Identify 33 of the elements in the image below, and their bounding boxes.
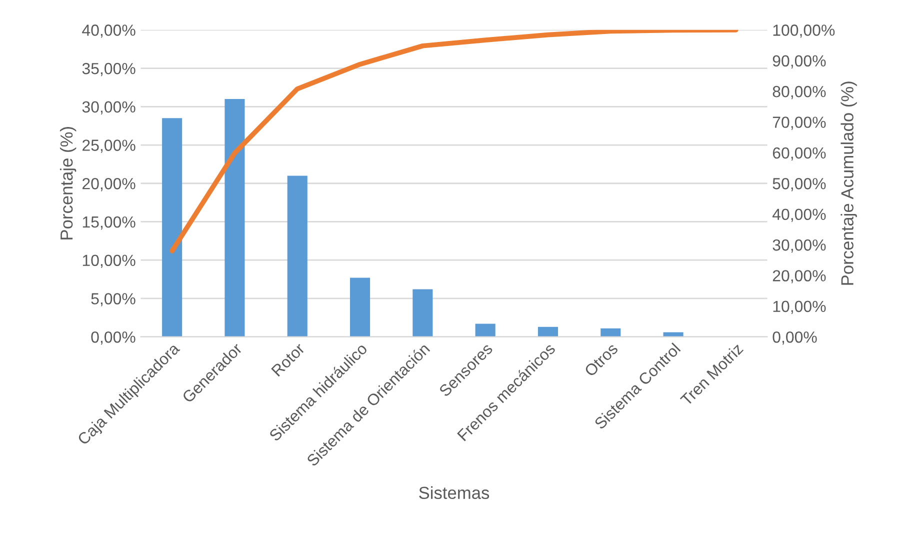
y2-tick-label: 30,00% [772, 239, 826, 253]
y-tick-label: 20,00% [82, 178, 136, 192]
bar [600, 328, 621, 337]
bar [287, 176, 308, 337]
bar [162, 118, 182, 337]
y-tick-label: 35,00% [82, 62, 136, 76]
x-axis-title: Sistemas [419, 486, 490, 500]
y2-tick-label: 100,00% [773, 24, 835, 38]
y2-tick-label: 40,00% [772, 208, 826, 222]
y-axis-title: Porcentaje (%) [60, 127, 76, 240]
bar [475, 324, 496, 337]
line-series [170, 30, 738, 254]
y-tick-label: 30,00% [82, 101, 136, 114]
y2-tick-label: 0,00% [772, 331, 817, 345]
bar [663, 332, 684, 337]
bar [412, 289, 433, 337]
bar [350, 278, 370, 337]
bar [224, 98, 245, 337]
y2-axis-title: Porcentaje Acumulado (%) [840, 82, 857, 285]
y2-tick-label: 60,00% [772, 147, 826, 161]
y2-tick-label: 80,00% [772, 86, 826, 100]
y-tick-label: 15,00% [82, 216, 136, 230]
y2-tick-label: 10,00% [773, 300, 826, 314]
y2-tick-label: 90,00% [772, 55, 826, 68]
bar [538, 326, 558, 337]
y2-tick-label: 20,00% [772, 270, 826, 284]
y2-tick-label: 70,00% [772, 116, 826, 130]
y2-tick-label: 50,00% [772, 178, 826, 192]
y-tick-label: 0,00% [91, 331, 136, 345]
y-tick-label: 25,00% [82, 140, 136, 153]
y-tick-label: 40,00% [82, 24, 136, 38]
y-tick-label: 10,00% [82, 254, 136, 268]
y-tick-label: 5,00% [91, 293, 136, 306]
